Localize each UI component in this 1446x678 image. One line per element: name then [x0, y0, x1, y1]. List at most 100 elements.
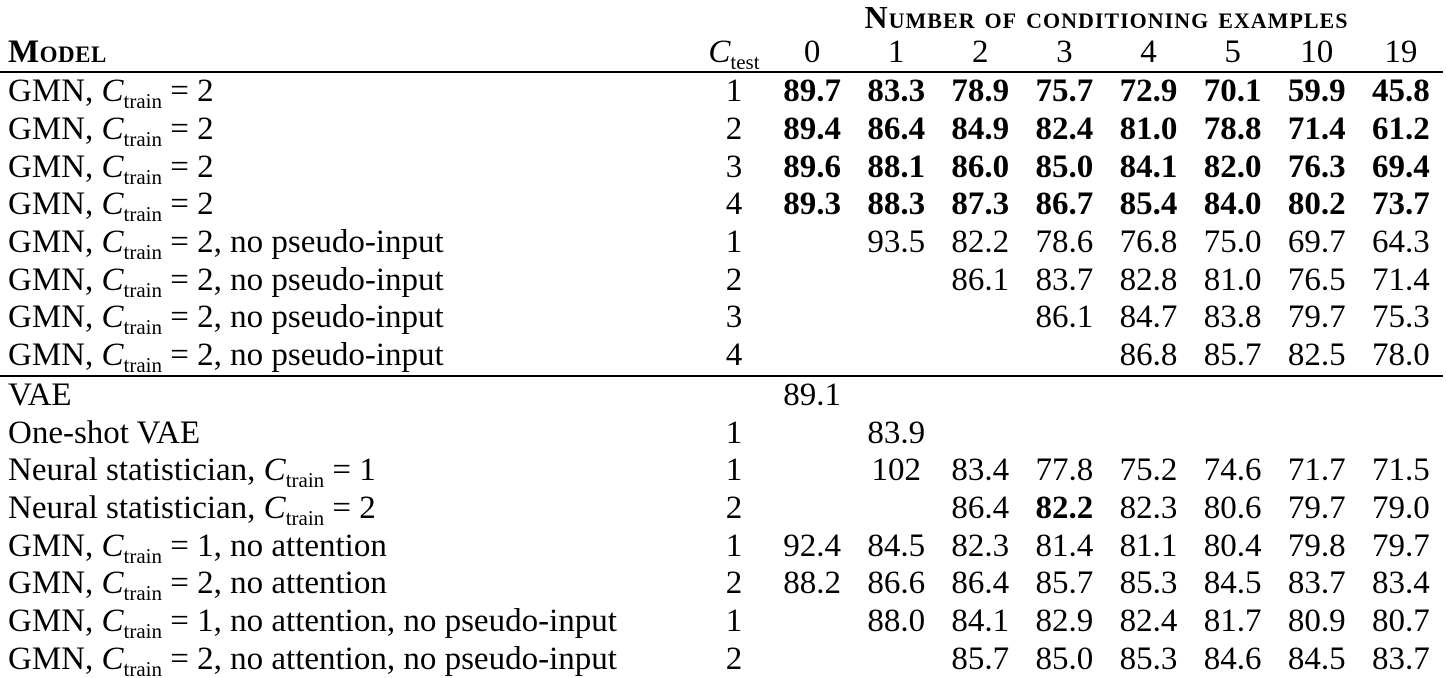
value-cell — [938, 376, 1022, 415]
value-cell — [770, 261, 854, 299]
math-subscript: train — [123, 127, 163, 152]
math-var-C: C — [101, 337, 124, 374]
value-cell: 71.4 — [1287, 111, 1346, 148]
value-cell: 80.7 — [1372, 602, 1430, 639]
math-var-C: C — [101, 111, 124, 148]
model-cell: Neural statistician, Ctrain = 2 — [8, 489, 376, 530]
value-cell: 88.2 — [783, 565, 841, 602]
ctest-cell: 1 — [725, 73, 743, 110]
table-header: Number of conditioning examples Model Ct… — [0, 0, 1443, 72]
value-cell: 75.0 — [1203, 224, 1262, 261]
value-cell: 89.3 — [783, 186, 841, 223]
model-cell: GMN, Ctrain = 2, no attention, no pseudo… — [0, 640, 698, 678]
math-var-C: C — [101, 224, 124, 261]
table-row: VAE 89.1 — [0, 376, 1443, 415]
value-cell: 84.6 — [1203, 640, 1262, 677]
table-row: GMN, Ctrain = 2, no pseudo-input 2 86.1 83.… — [0, 261, 1443, 302]
table-row: GMN, Ctrain = 2 4 89.3 88.3 87.3 86.7 85.4 84.0… — [0, 186, 1443, 227]
math-subscript: train — [123, 353, 163, 378]
math-var-C: C — [263, 489, 286, 526]
value-cell — [1275, 414, 1359, 452]
value-cell: 84.5 — [1287, 640, 1346, 677]
ctest-cell: 4 — [725, 337, 743, 374]
value-cell — [770, 452, 854, 490]
value-cell: 92.4 — [783, 527, 841, 564]
ctest-cell: 1 — [725, 224, 743, 261]
ctest-column-header: Ctest — [698, 33, 770, 72]
value-cell: 89.4 — [783, 111, 841, 148]
math-var-C: C — [101, 73, 124, 110]
math-subscript: train — [123, 89, 163, 114]
value-cell: 80.4 — [1203, 527, 1262, 564]
value-cell — [938, 414, 1022, 452]
math-subscript: train — [123, 277, 163, 302]
model-column-header: Model — [8, 33, 107, 70]
value-cell: 88.3 — [867, 186, 926, 223]
value-cell: 79.8 — [1287, 527, 1346, 564]
table-row: GMN, Ctrain = 2 3 89.6 88.1 86.0 85.0 84.1 82.0… — [0, 148, 1443, 189]
value-cell: 71.4 — [1372, 261, 1430, 298]
model-cell: GMN, Ctrain = 1, no attention — [8, 527, 387, 568]
value-cell: 69.7 — [1287, 224, 1346, 261]
value-cell: 85.4 — [1119, 186, 1178, 223]
math-var-C: C — [101, 148, 124, 185]
value-cell: 89.1 — [783, 376, 841, 413]
value-cell — [854, 640, 938, 678]
value-cell: 86.1 — [951, 261, 1010, 298]
value-cell: 87.3 — [951, 186, 1010, 223]
value-cell: 82.9 — [1035, 602, 1094, 639]
value-cell: 77.8 — [1035, 452, 1094, 489]
math-subscript: train — [123, 202, 163, 227]
value-cell: 85.0 — [1035, 640, 1094, 677]
table-row: GMN, Ctrain = 2, no pseudo-input 4 86.8 85.… — [0, 337, 1443, 376]
value-cell: 86.8 — [1119, 337, 1178, 374]
column-header-0: 0 — [803, 33, 821, 70]
value-cell: 93.5 — [867, 224, 926, 261]
value-cell: 84.7 — [1119, 299, 1178, 336]
group-header-row: Number of conditioning examples — [0, 0, 1443, 33]
value-cell: 85.0 — [1035, 148, 1094, 185]
value-cell: 83.7 — [1372, 640, 1430, 677]
value-cell: 82.2 — [1035, 489, 1094, 526]
value-cell: 75.3 — [1372, 299, 1430, 336]
column-header-2: 2 — [972, 33, 989, 70]
value-cell: 78.6 — [1035, 224, 1094, 261]
math-var-C: C — [101, 527, 124, 564]
value-cell — [1275, 376, 1359, 415]
value-cell — [1022, 337, 1106, 376]
value-cell: 85.7 — [1035, 565, 1094, 602]
value-cell: 83.4 — [951, 452, 1010, 489]
value-cell: 64.3 — [1372, 224, 1430, 261]
table-row: GMN, Ctrain = 2, no pseudo-input 1 93.5 82.… — [0, 224, 1443, 265]
value-cell: 83.9 — [867, 414, 926, 451]
value-cell: 59.9 — [1287, 73, 1346, 110]
math-subscript: train — [123, 581, 163, 606]
value-cell — [770, 224, 854, 262]
value-cell — [1359, 414, 1443, 452]
ctest-cell: 3 — [725, 299, 743, 336]
value-cell: 79.0 — [1372, 489, 1430, 526]
value-cell: 83.3 — [867, 73, 926, 110]
column-header-4: 4 — [1140, 33, 1157, 70]
value-cell: 84.0 — [1203, 186, 1262, 223]
value-cell: 72.9 — [1119, 73, 1178, 110]
value-cell: 81.0 — [1203, 261, 1262, 298]
column-header-1: 1 — [887, 33, 905, 70]
model-cell: GMN, Ctrain = 2, no pseudo-input — [8, 224, 444, 265]
value-cell — [854, 261, 938, 299]
math-var-C: C — [101, 261, 124, 298]
value-cell: 84.5 — [1203, 565, 1262, 602]
column-header-19: 19 — [1384, 33, 1418, 70]
value-cell: 89.7 — [783, 73, 841, 110]
value-cell: 88.1 — [867, 148, 926, 185]
group-header-label: Number of conditioning examples — [864, 0, 1349, 35]
table-row: GMN, Ctrain = 2, no attention 2 88.2 86.6 86… — [0, 565, 1443, 606]
value-cell: 85.3 — [1119, 640, 1178, 677]
ctest-cell: 3 — [725, 148, 743, 185]
model-cell: Neural statistician, Ctrain = 1 — [8, 452, 376, 493]
math-subscript: train — [123, 543, 163, 568]
table-row: GMN, Ctrain = 2, no attention, no pseudo… — [0, 640, 1443, 678]
math-subscript: train — [123, 164, 163, 189]
model-cell: GMN, Ctrain = 1, no attention, no pseudo… — [8, 602, 617, 643]
